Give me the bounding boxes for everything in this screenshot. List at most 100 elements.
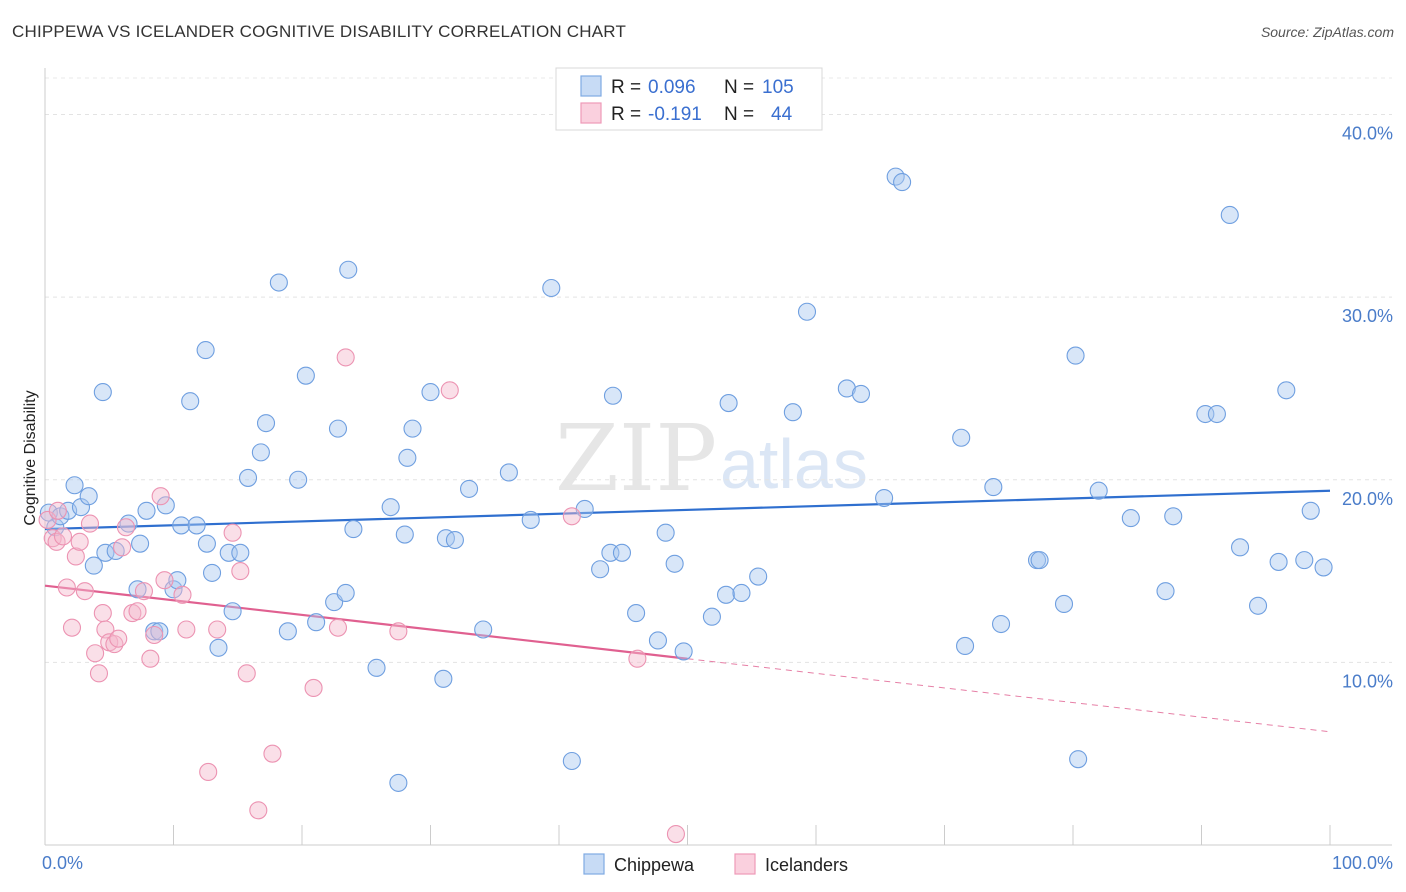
point-chippewa-86 [1030,551,1049,570]
point-chippewa-67 [665,554,684,573]
point-icelanders-40 [562,507,581,526]
point-chippewa-99 [1269,552,1288,571]
point-chippewa-28 [223,602,242,621]
point-icelanders-36 [328,618,348,637]
point-chippewa-95 [1207,404,1226,424]
point-chippewa-42 [344,520,363,539]
point-chippewa-7 [84,556,103,575]
y-axis-label: Cognitive Disability [22,390,39,525]
point-chippewa-60 [591,560,610,579]
point-icelanders-0 [38,510,57,529]
point-icelanders-3 [53,527,73,546]
point-chippewa-50 [434,669,453,688]
point-icelanders-32 [237,664,256,683]
point-chippewa-54 [474,620,493,639]
legend-r-value-chippewa: 0.096 [648,77,696,98]
watermark-zip: ZIP [555,405,717,512]
point-chippewa-36 [296,366,315,385]
point-chippewa-25 [203,563,222,582]
point-chippewa-70 [716,585,736,604]
point-chippewa-20 [172,516,191,535]
point-chippewa-90 [1089,481,1108,500]
point-chippewa-78 [875,488,894,508]
point-chippewa-77 [851,384,871,403]
point-icelanders-21 [134,582,153,601]
point-icelanders-25 [155,571,174,590]
point-chippewa-44 [381,498,400,517]
point-chippewa-13 [131,534,150,553]
point-chippewa-80 [893,173,912,192]
point-chippewa-41 [339,260,358,279]
point-chippewa-68 [674,642,693,661]
legend-n-label-1: N = [724,77,754,98]
point-chippewa-83 [984,478,1003,497]
point-chippewa-66 [656,523,675,542]
y-tick-label-30: 30.0% [1342,306,1393,326]
point-chippewa-62 [603,386,623,405]
point-chippewa-74 [783,403,802,422]
y-tick-labels: 10.0% 20.0% 30.0% 40.0% [1342,124,1393,692]
bottom-legend-chippewa: Chippewa [614,855,695,875]
point-chippewa-58 [562,751,581,771]
point-chippewa-55 [499,463,518,482]
point-icelanders-8 [75,582,94,601]
point-chippewa-14 [137,501,156,520]
point-chippewa-81 [952,428,971,447]
point-icelanders-12 [93,604,112,623]
bottom-legend-icelanders: Icelanders [765,855,848,875]
point-chippewa-33 [269,273,288,292]
point-icelanders-7 [70,532,89,551]
trend-lines [44,489,1331,733]
point-chippewa-37 [307,613,326,632]
point-chippewa-29 [231,543,250,562]
point-chippewa-43 [367,658,386,677]
correlation-legend: R = 0.096 N = 105 R = -0.191 N = 44 [555,67,823,131]
point-chippewa-88 [1066,346,1085,365]
point-icelanders-37 [336,348,355,367]
point-icelanders-5 [62,618,82,637]
point-icelanders-39 [440,381,459,400]
point-chippewa-84 [991,614,1011,634]
legend-r-label-1: R = [611,77,641,98]
point-icelanders-29 [208,620,227,639]
point-icelanders-22 [141,649,160,668]
point-icelanders-26 [173,585,192,604]
point-chippewa-26 [209,638,228,657]
point-icelanders-17 [113,538,132,557]
point-icelanders-24 [151,487,170,506]
point-chippewa-63 [612,543,632,562]
point-chippewa-98 [1248,596,1268,615]
point-icelanders-9 [80,514,100,533]
point-chippewa-31 [251,443,270,462]
point-chippewa-34 [278,622,297,641]
point-chippewa-32 [256,414,276,433]
point-chippewa-82 [956,636,975,655]
point-chippewa-75 [797,302,817,321]
point-chippewa-24 [197,534,216,553]
point-chippewa-48 [403,419,422,438]
point-chippewa-23 [196,341,215,360]
point-icelanders-18 [116,518,136,537]
point-chippewa-57 [542,278,561,298]
point-icelanders-34 [263,744,282,763]
point-chippewa-91 [1121,509,1140,528]
point-chippewa-46 [395,525,414,544]
point-icelanders-35 [304,678,323,697]
series-legend: Chippewa Icelanders [583,853,848,875]
trend-line-icelanders-extrapolated [687,658,1331,733]
point-icelanders-33 [249,801,268,820]
point-chippewa-53 [459,479,479,498]
point-chippewa-40 [336,583,355,603]
bottom-legend-swatch-icelanders [734,853,756,875]
point-chippewa-49 [421,383,440,402]
point-icelanders-41 [628,649,647,668]
x-tick-label-max: 100.0% [1332,853,1393,873]
point-icelanders-11 [89,664,109,683]
point-chippewa-52 [445,530,464,550]
point-icelanders-23 [145,625,164,645]
point-icelanders-42 [666,824,685,844]
point-chippewa-100 [1277,381,1296,400]
point-icelanders-43 [48,501,67,520]
point-icelanders-6 [66,547,85,566]
